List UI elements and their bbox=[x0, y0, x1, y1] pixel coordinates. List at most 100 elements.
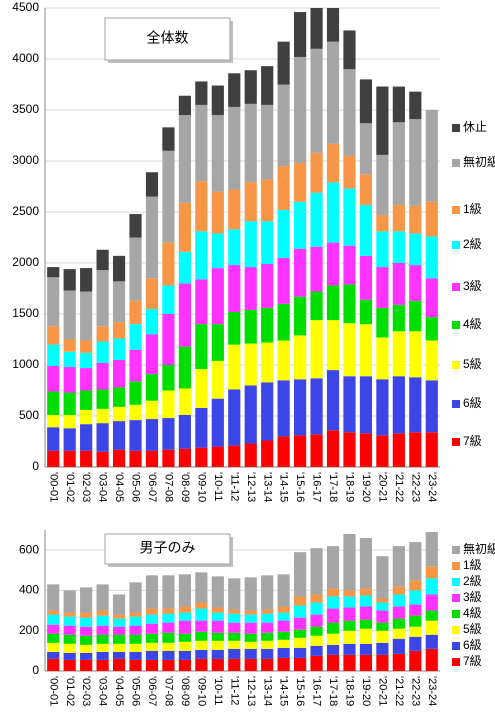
bar-segment bbox=[63, 414, 76, 429]
bar-segment bbox=[178, 388, 191, 415]
bar-segment bbox=[211, 398, 224, 447]
bar-segment bbox=[63, 652, 76, 660]
bar-segment bbox=[112, 651, 126, 659]
bar-segment bbox=[211, 324, 224, 361]
bar-segment bbox=[392, 204, 405, 232]
bar-segment bbox=[277, 340, 290, 381]
bar-segment bbox=[425, 432, 438, 467]
bar-segment bbox=[359, 376, 373, 434]
bar-segment bbox=[409, 432, 422, 467]
bar-segment bbox=[112, 449, 126, 467]
bar-segment bbox=[96, 651, 109, 660]
bar-segment bbox=[47, 427, 60, 451]
bar-segment bbox=[145, 278, 159, 309]
bar-segment bbox=[376, 267, 389, 308]
bar-segment bbox=[80, 659, 93, 671]
bar-segment bbox=[47, 326, 60, 345]
bar-segment bbox=[178, 283, 191, 347]
bar-segment bbox=[47, 344, 60, 367]
bar-segment bbox=[162, 390, 175, 419]
bar-segment bbox=[47, 614, 60, 625]
x-tick-label: '01-02 bbox=[64, 676, 76, 706]
bar-segment bbox=[326, 596, 340, 609]
bar-segment bbox=[80, 390, 93, 410]
x-tick-label: '07-08 bbox=[163, 472, 175, 502]
x-tick-label: '03-04 bbox=[97, 472, 109, 502]
bar-segment bbox=[112, 359, 126, 388]
bar-segment bbox=[228, 229, 241, 266]
x-tick-label: '11-12 bbox=[228, 472, 240, 501]
bar-segment bbox=[376, 379, 389, 436]
x-tick-label: '14-15 bbox=[278, 676, 290, 706]
bar-segment bbox=[310, 320, 323, 379]
bar-segment bbox=[409, 300, 422, 332]
bar-segment bbox=[112, 281, 126, 323]
bar-segment bbox=[47, 584, 60, 611]
bar-segment bbox=[162, 608, 175, 614]
bar-segment bbox=[112, 634, 126, 644]
bar-segment bbox=[277, 631, 290, 640]
x-tick-label: '16-17 bbox=[311, 472, 323, 502]
bar-segment bbox=[294, 552, 307, 597]
legend-swatch bbox=[452, 283, 460, 291]
bar-segment bbox=[178, 659, 191, 671]
title-box bbox=[104, 17, 231, 61]
x-tick-label: '07-08 bbox=[163, 676, 175, 706]
bar-segment bbox=[261, 609, 274, 614]
legend-label: 5級 bbox=[463, 622, 482, 636]
bar-segment bbox=[211, 576, 224, 608]
bar-segment bbox=[261, 66, 274, 105]
legend-swatch bbox=[452, 124, 460, 132]
bar-segment bbox=[195, 602, 208, 609]
bar-segment bbox=[80, 635, 93, 645]
bar-segment bbox=[310, 614, 323, 627]
bar-segment bbox=[162, 632, 175, 643]
legend-label: 無初級 bbox=[463, 541, 495, 556]
bar-segment bbox=[376, 556, 389, 599]
bar-segment bbox=[96, 423, 109, 452]
bar-segment bbox=[228, 609, 241, 614]
bar-segment bbox=[359, 538, 373, 589]
bar-segment bbox=[211, 620, 224, 633]
bar-segment bbox=[392, 628, 405, 639]
y-tick-label: 3000 bbox=[12, 153, 39, 167]
bar-segment bbox=[162, 150, 175, 243]
bar-segment bbox=[376, 154, 389, 216]
bar-segment bbox=[47, 414, 60, 428]
y-tick-label: 1000 bbox=[12, 357, 39, 371]
bar-segment bbox=[145, 642, 159, 651]
bar-segment bbox=[392, 304, 405, 332]
bar-segment bbox=[359, 643, 373, 655]
bar-segment bbox=[277, 574, 290, 607]
bar-segment bbox=[195, 231, 208, 280]
bar-segment bbox=[343, 155, 356, 189]
bar-segment bbox=[47, 267, 60, 278]
bar-segment bbox=[96, 584, 109, 611]
bar-segment bbox=[343, 432, 356, 467]
bar-segment bbox=[129, 643, 142, 652]
bar-segment bbox=[145, 196, 159, 279]
bar-segment bbox=[80, 368, 93, 391]
bar-segment bbox=[376, 642, 389, 655]
bar-segment bbox=[129, 404, 142, 421]
bar-segment bbox=[129, 324, 142, 350]
bar-segment bbox=[409, 590, 422, 605]
bar-segment bbox=[244, 577, 257, 611]
bar-segment bbox=[310, 434, 323, 467]
legend-label: 休止 bbox=[463, 120, 487, 134]
x-tick-label: '13-14 bbox=[261, 472, 273, 502]
x-tick-label: '00-01 bbox=[47, 472, 59, 502]
x-tick-label: '09-10 bbox=[195, 472, 207, 502]
x-tick-label: '20-21 bbox=[376, 676, 388, 706]
bar-segment bbox=[425, 578, 438, 595]
bar-segment bbox=[326, 633, 340, 645]
bar-segment bbox=[195, 104, 208, 182]
bar-segment bbox=[326, 608, 340, 623]
bar-segment bbox=[80, 268, 93, 292]
bar-segment bbox=[409, 604, 422, 616]
bar-segment bbox=[376, 622, 389, 631]
bar-segment bbox=[294, 379, 307, 436]
bar-segment bbox=[425, 236, 438, 279]
bar-segment bbox=[129, 582, 142, 613]
bar-segment bbox=[310, 246, 323, 292]
